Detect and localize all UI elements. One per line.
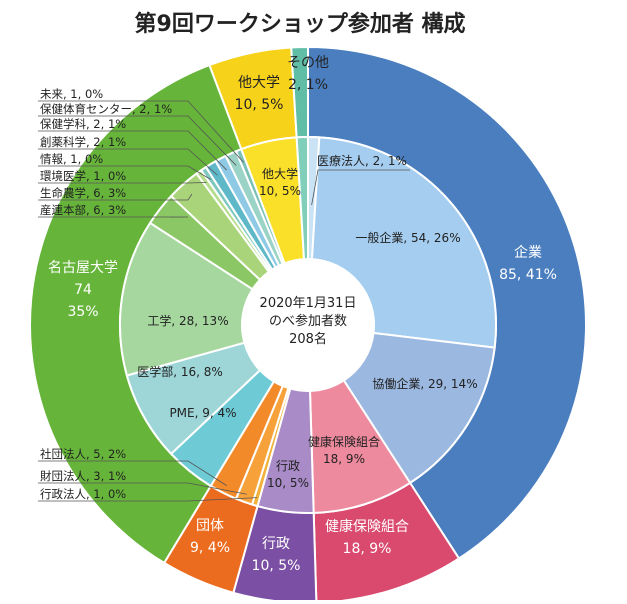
outer-label-団体: 9, 4% — [190, 540, 230, 556]
inner-label-医学部: 医学部, 16, 8% — [137, 364, 223, 379]
outer-label-その他: 2, 1% — [288, 77, 328, 93]
center-date: 2020年1月31日 — [260, 296, 357, 311]
outer-label-他大学: 他大学 — [238, 75, 280, 91]
outer-label-名古屋大学: 35% — [67, 304, 98, 320]
outer-label-行政: 10, 5% — [252, 558, 301, 574]
inner-label-行政: 10, 5% — [267, 476, 309, 490]
outer-label-その他: その他 — [287, 55, 329, 71]
outer-label-健康保険組合: 健康保険組合 — [325, 518, 409, 535]
inner-label-PME: PME, 9, 4% — [169, 406, 236, 420]
inner-label-健康保険組合: 健康保険組合 — [308, 434, 380, 449]
center-caption: のべ参加者数 — [269, 313, 347, 329]
outer-label-行政: 行政 — [262, 536, 290, 552]
inner-label-工学: 工学, 28, 13% — [147, 313, 228, 328]
inner-label-行政法人: 行政法人, 1, 0% — [40, 487, 126, 501]
center-total: 208名 — [289, 331, 327, 347]
outer-label-団体: 団体 — [196, 518, 224, 534]
outer-label-企業: 85, 41% — [499, 267, 557, 283]
inner-label-他大学: 10, 5% — [259, 184, 301, 198]
inner-label-健康保険組合: 18, 9% — [323, 452, 365, 466]
outer-label-他大学: 10, 5% — [235, 97, 284, 113]
inner-label-行政: 行政 — [276, 459, 300, 473]
outer-label-健康保険組合: 18, 9% — [343, 541, 392, 557]
inner-label-生命農学: 生命農学, 6, 3% — [40, 186, 126, 200]
inner-label-産連本部: 産連本部, 6, 3% — [40, 203, 126, 217]
inner-label-保健体育センター: 保健体育センター, 2, 1% — [40, 102, 172, 116]
outer-label-企業: 企業 — [514, 244, 542, 261]
inner-label-他大学: 他大学 — [262, 166, 298, 181]
inner-label-一般企業: 一般企業, 54, 26% — [355, 230, 460, 245]
inner-label-医療法人: 医療法人, 2, 1% — [317, 154, 407, 168]
inner-label-未来: 未来, 1, 0% — [40, 87, 103, 101]
outer-label-名古屋大学: 名古屋大学 — [48, 260, 118, 276]
inner-label-創薬科学: 創薬科学, 2, 1% — [40, 135, 126, 149]
inner-label-情報: 情報, 1, 0% — [40, 152, 103, 166]
chart-title: 第9回ワークショップ参加者 構成 — [135, 11, 466, 37]
inner-label-社団法人: 社団法人, 5, 2% — [40, 447, 126, 461]
inner-label-環境医学: 環境医学, 1, 0% — [40, 169, 126, 183]
inner-label-協働企業: 協働企業, 29, 14% — [372, 376, 477, 391]
inner-label-財団法人: 財団法人, 3, 1% — [40, 469, 126, 483]
inner-label-保健学科: 保健学科, 2, 1% — [40, 117, 126, 131]
outer-label-名古屋大学: 74 — [74, 282, 92, 298]
